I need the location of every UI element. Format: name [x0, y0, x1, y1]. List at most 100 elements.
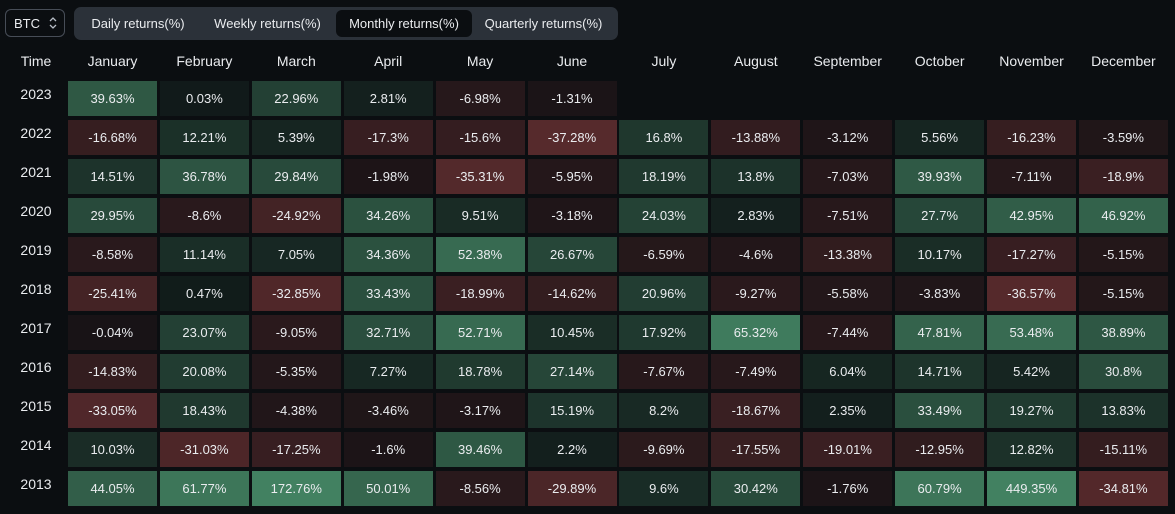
- return-cell: 20.96%: [619, 276, 709, 311]
- year-label: 2019: [20, 242, 52, 258]
- return-cell: -32.85%: [251, 276, 341, 311]
- asset-selector[interactable]: BTC: [5, 9, 65, 37]
- table-header: Time January February March April May June Jul…: [0, 46, 1175, 76]
- table-row: 2014 10.03% -31.03% -17.25% -1.6% 39.46% 2.2% -…: [0, 430, 1175, 469]
- tab-weekly-returns[interactable]: Weekly returns(%): [214, 16, 321, 31]
- return-cell: 2.2%: [527, 432, 617, 467]
- return-cell: 39.46%: [435, 432, 525, 467]
- return-cell: 42.95%: [987, 198, 1076, 233]
- return-cell: 34.36%: [343, 237, 433, 272]
- return-cell: 2.81%: [343, 81, 433, 116]
- return-cell: 12.82%: [987, 432, 1076, 467]
- return-cell: 36.78%: [159, 159, 249, 194]
- return-cell: -3.46%: [343, 393, 433, 428]
- return-cell: -0.04%: [68, 315, 157, 350]
- return-cell: -9.27%: [711, 276, 801, 311]
- tab-daily-returns[interactable]: Daily returns(%): [91, 16, 185, 31]
- return-cell: -6.59%: [619, 237, 709, 272]
- return-cell: -8.58%: [68, 237, 157, 272]
- return-cell: -8.56%: [435, 471, 525, 506]
- return-cell: -5.15%: [1078, 276, 1168, 311]
- return-cell: 18.78%: [435, 354, 525, 389]
- return-cell: 7.27%: [343, 354, 433, 389]
- table-row: 2021 14.51% 36.78% 29.84% -1.98% -35.31% -5.95…: [0, 157, 1175, 196]
- return-cell: 0.03%: [159, 81, 249, 116]
- return-cell: 9.6%: [619, 471, 709, 506]
- return-cell: 22.96%: [251, 81, 341, 116]
- return-cell: -3.59%: [1078, 120, 1168, 155]
- return-cell: 29.95%: [68, 198, 157, 233]
- return-cell: -7.44%: [803, 315, 893, 350]
- tab-monthly-returns[interactable]: Monthly returns(%): [336, 10, 472, 37]
- table-row: 2015 -33.05% 18.43% -4.38% -3.46% -3.17% 15.19…: [0, 391, 1175, 430]
- return-cell: 5.42%: [987, 354, 1076, 389]
- return-cell: -18.99%: [435, 276, 525, 311]
- month-header-april: April: [374, 53, 403, 69]
- return-cell: -9.05%: [251, 315, 341, 350]
- month-header-september: September: [813, 53, 882, 69]
- return-cell: 18.43%: [159, 393, 249, 428]
- return-cell: -29.89%: [527, 471, 617, 506]
- return-cell: -1.31%: [527, 81, 617, 116]
- asset-selector-value: BTC: [14, 15, 40, 31]
- return-cell: 14.51%: [68, 159, 157, 194]
- return-cell: 60.79%: [895, 471, 985, 506]
- return-cell: 13.8%: [711, 159, 801, 194]
- month-header-october: October: [914, 53, 965, 69]
- table-row: 2019 -8.58% 11.14% 7.05% 34.36% 52.38% 26.67% -…: [0, 235, 1175, 274]
- return-cell: 29.84%: [251, 159, 341, 194]
- month-header-march: March: [276, 53, 316, 69]
- return-cell: -18.9%: [1078, 159, 1168, 194]
- return-cell: 449.35%: [987, 471, 1076, 506]
- return-cell: 14.71%: [895, 354, 985, 389]
- table-row: 2022 -16.68% 12.21% 5.39% -17.3% -15.6% -37.28…: [0, 118, 1175, 157]
- return-cell: -4.38%: [251, 393, 341, 428]
- return-cell: -7.11%: [987, 159, 1076, 194]
- return-cell: -3.12%: [803, 120, 893, 155]
- return-cell: 33.49%: [895, 393, 985, 428]
- return-cell: 32.71%: [343, 315, 433, 350]
- return-cell: -19.01%: [803, 432, 893, 467]
- return-cell: -5.35%: [251, 354, 341, 389]
- month-header-december: December: [1091, 53, 1156, 69]
- return-cell: -17.25%: [251, 432, 341, 467]
- return-cell: 33.43%: [343, 276, 433, 311]
- return-cell: 11.14%: [159, 237, 249, 272]
- return-cell: -35.31%: [435, 159, 525, 194]
- return-cell: 30.42%: [711, 471, 801, 506]
- return-cell: 26.67%: [527, 237, 617, 272]
- year-label: 2021: [20, 164, 52, 180]
- return-cell: 12.21%: [159, 120, 249, 155]
- month-header-may: May: [466, 53, 494, 69]
- month-header-june: June: [556, 53, 588, 69]
- return-cell: 2.35%: [803, 393, 893, 428]
- month-header-february: February: [176, 53, 233, 69]
- year-label: 2016: [20, 359, 52, 375]
- return-cell: 52.71%: [435, 315, 525, 350]
- month-header-july: July: [651, 53, 677, 69]
- return-cell: 17.92%: [619, 315, 709, 350]
- return-cell: -25.41%: [68, 276, 157, 311]
- return-cell: -1.6%: [343, 432, 433, 467]
- return-cell: -14.83%: [68, 354, 157, 389]
- year-label: 2013: [20, 476, 52, 492]
- return-cell: -8.6%: [159, 198, 249, 233]
- tab-quarterly-returns[interactable]: Quarterly returns(%): [484, 16, 603, 31]
- return-cell: 23.07%: [159, 315, 249, 350]
- return-cell: 27.14%: [527, 354, 617, 389]
- table-row: 2017 -0.04% 23.07% -9.05% 32.71% 52.71% 10.45%…: [0, 313, 1175, 352]
- return-cell: 50.01%: [343, 471, 433, 506]
- return-cell: 47.81%: [895, 315, 985, 350]
- return-cell: 10.17%: [895, 237, 985, 272]
- return-cell: 5.56%: [895, 120, 985, 155]
- month-header-november: November: [999, 53, 1064, 69]
- returns-tabs: Daily returns(%) Weekly returns(%) Month…: [74, 7, 618, 40]
- return-cell: -13.38%: [803, 237, 893, 272]
- return-cell: -17.55%: [711, 432, 801, 467]
- return-cell: -15.6%: [435, 120, 525, 155]
- return-cell: 39.63%: [68, 81, 157, 116]
- return-cell: 61.77%: [159, 471, 249, 506]
- return-cell: -16.23%: [987, 120, 1076, 155]
- return-cell: -36.57%: [987, 276, 1076, 311]
- return-cell: 8.2%: [619, 393, 709, 428]
